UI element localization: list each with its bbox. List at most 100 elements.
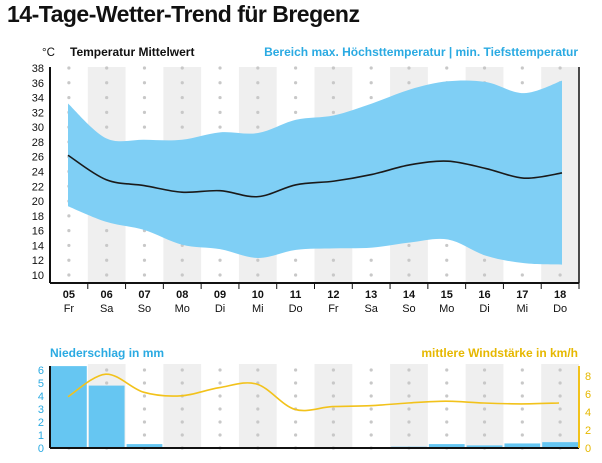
grid-dot — [294, 433, 298, 437]
weekday-label: Sa — [100, 303, 114, 315]
weekday-label: Mi — [517, 303, 529, 315]
grid-dot — [407, 273, 411, 277]
grid-dot — [142, 243, 147, 248]
weekday-label: Do — [289, 303, 303, 315]
grid-dot — [218, 381, 222, 385]
grid-dot — [218, 407, 222, 411]
grid-dot — [67, 66, 71, 70]
y-tick-label: 18 — [32, 211, 44, 223]
grid-dot — [105, 81, 109, 85]
wind-legend: mittlere Windstärke in km/h — [421, 346, 578, 360]
grid-dot — [142, 258, 147, 262]
grid-dot — [256, 95, 260, 100]
precipitation-bar — [504, 443, 541, 448]
grid-dot — [180, 125, 184, 129]
grid-dot — [180, 273, 184, 277]
grid-dot — [520, 81, 524, 85]
y-tick-label: 14 — [32, 240, 44, 252]
grid-dot — [105, 258, 109, 262]
grid-dot — [445, 433, 449, 437]
grid-dot — [294, 420, 298, 424]
grid-dot — [294, 368, 298, 372]
grid-dot — [142, 420, 147, 424]
grid-dot — [482, 433, 487, 437]
day-date-label: 11 — [290, 289, 302, 301]
temperature-unit-label: °C — [42, 47, 55, 59]
grid-dot — [105, 368, 109, 372]
grid-dot — [180, 381, 184, 385]
precipitation-bar — [51, 366, 87, 448]
grid-dot — [67, 243, 71, 248]
grid-dot — [105, 243, 109, 248]
precip-tick-label: 5 — [38, 378, 44, 390]
grid-dot — [331, 258, 335, 262]
y-tick-label: 38 — [32, 63, 44, 75]
y-tick-label: 26 — [32, 152, 44, 164]
day-date-label: 10 — [252, 289, 264, 301]
grid-dot — [256, 66, 260, 70]
grid-dot — [445, 394, 449, 398]
grid-dot — [558, 433, 562, 437]
wind-tick-label: 6 — [585, 389, 591, 401]
grid-dot — [369, 273, 373, 277]
grid-dot — [256, 433, 260, 437]
grid-dot — [445, 66, 449, 70]
y-tick-label: 28 — [32, 137, 44, 149]
precipitation-bar — [542, 442, 578, 448]
grid-dot — [445, 273, 449, 277]
page-title: 14-Tage-Wetter-Trend für Bregenz — [7, 1, 360, 27]
grid-dot — [67, 258, 71, 262]
grid-dot — [142, 110, 147, 114]
grid-dot — [482, 407, 487, 411]
grid-dot — [218, 368, 222, 372]
grid-dot — [331, 81, 335, 85]
grid-dot — [520, 66, 524, 70]
grid-dot — [369, 258, 373, 262]
grid-dot — [294, 394, 298, 398]
weekday-label: Mi — [252, 303, 264, 315]
grid-dot — [520, 394, 524, 398]
grid-dot — [331, 66, 335, 70]
grid-dot — [520, 368, 524, 372]
grid-dot — [142, 81, 147, 85]
precipitation-legend: Niederschlag in mm — [50, 346, 164, 360]
grid-dot — [558, 368, 562, 372]
grid-dot — [218, 66, 222, 70]
grid-dot — [256, 125, 260, 129]
wind-tick-label: 2 — [585, 425, 591, 437]
weekday-label: So — [138, 303, 151, 315]
day-date-label: 07 — [138, 289, 150, 301]
grid-dot — [256, 420, 260, 424]
grid-dot — [482, 66, 487, 70]
grid-dot — [331, 420, 335, 424]
weekday-label: So — [402, 303, 415, 315]
precip-axes — [49, 366, 580, 449]
grid-dot — [218, 110, 222, 114]
grid-dot — [369, 368, 373, 372]
day-date-label: 08 — [176, 289, 188, 301]
grid-dot — [256, 110, 260, 114]
wind-speed-line — [67, 373, 560, 412]
grid-dot — [256, 394, 260, 398]
grid-dot — [369, 420, 373, 424]
grid-dot — [294, 95, 298, 100]
day-date-label: 17 — [516, 289, 528, 301]
grid-dot — [256, 368, 260, 372]
weekday-label: Sa — [364, 303, 378, 315]
grid-dot — [369, 66, 373, 70]
grid-dot — [105, 66, 109, 70]
grid-dot — [180, 258, 184, 262]
wind-y-ticks: 8 6 4 2 0 — [585, 371, 591, 455]
grid-dot — [407, 407, 411, 411]
grid-dot — [407, 394, 411, 398]
grid-dot — [331, 394, 335, 398]
grid-dot — [256, 81, 260, 85]
grid-dot — [180, 420, 184, 424]
grid-dot — [256, 407, 260, 411]
precip-tick-label: 6 — [38, 365, 44, 377]
grid-dot — [218, 433, 222, 437]
grid-dot — [407, 81, 411, 85]
grid-dot — [218, 394, 222, 398]
grid-dot — [142, 273, 147, 277]
